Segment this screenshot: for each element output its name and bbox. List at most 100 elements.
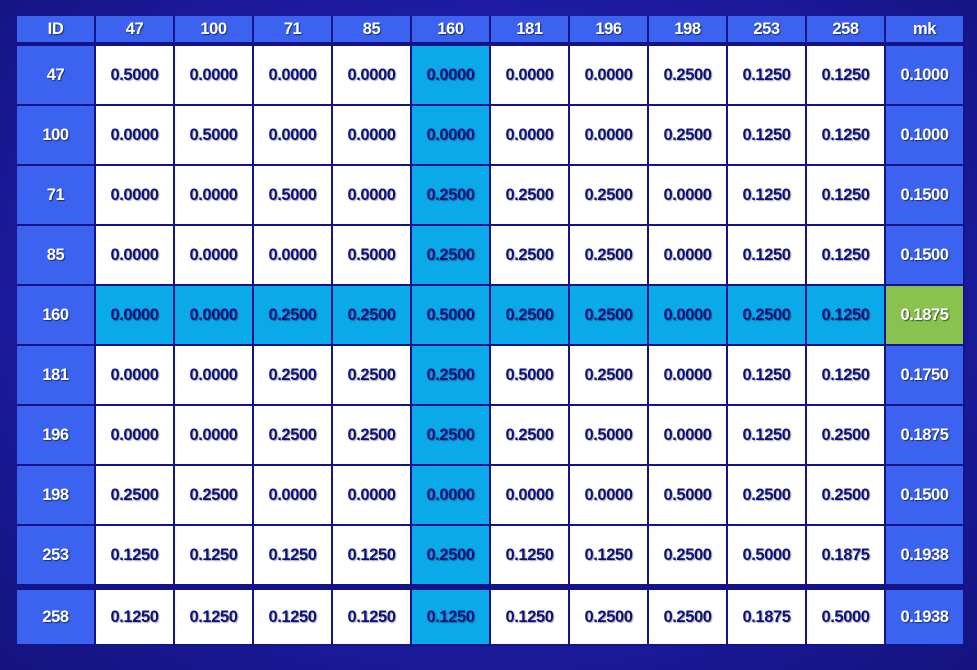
table-cell: 0.2500 — [254, 286, 333, 346]
table-cell: 0.2500 — [412, 226, 491, 286]
table-cell: 0.2500 — [412, 166, 491, 226]
table-cell: 0.0000 — [333, 46, 412, 106]
table-cell: 0.1250 — [807, 46, 886, 106]
table-cell: 0.0000 — [96, 346, 175, 406]
table-cell: 0.5000 — [649, 466, 728, 526]
table-cell: 0.1250 — [728, 226, 807, 286]
row-header: 47 — [17, 46, 96, 106]
row-header: 253 — [17, 526, 96, 586]
column-header: 196 — [570, 16, 649, 46]
table-cell: 0.0000 — [96, 406, 175, 466]
table-cell: 0.2500 — [491, 226, 570, 286]
table-cell: 0.1875 — [807, 526, 886, 586]
table-cell: 0.0000 — [175, 226, 254, 286]
table-cell: 0.2500 — [491, 406, 570, 466]
table-cell: 0.1250 — [807, 346, 886, 406]
table-cell: 0.0000 — [175, 166, 254, 226]
table-cell: 0.1250 — [96, 586, 175, 646]
table-cell: 0.2500 — [412, 346, 491, 406]
table-cell: 0.2500 — [570, 226, 649, 286]
table-cell: 0.1250 — [254, 586, 333, 646]
table-cell: 0.0000 — [175, 346, 254, 406]
table-cell: 0.1250 — [491, 526, 570, 586]
table-cell: 0.5000 — [96, 46, 175, 106]
table-cell: 0.2500 — [570, 286, 649, 346]
table-cell: 0.2500 — [96, 466, 175, 526]
mk-value-cell: 0.1500 — [886, 226, 965, 286]
column-header: 181 — [491, 16, 570, 46]
table-cell: 0.0000 — [96, 106, 175, 166]
table-cell: 0.0000 — [412, 46, 491, 106]
table-cell: 0.2500 — [649, 106, 728, 166]
mk-value-cell: 0.1000 — [886, 46, 965, 106]
table-cell: 0.1250 — [175, 586, 254, 646]
table-cell: 0.0000 — [570, 106, 649, 166]
mk-value-cell: 0.1875 — [886, 406, 965, 466]
table-cell: 0.2500 — [491, 286, 570, 346]
row-header: 85 — [17, 226, 96, 286]
row-header: 198 — [17, 466, 96, 526]
table-cell: 0.0000 — [175, 406, 254, 466]
table-cell: 0.1250 — [807, 166, 886, 226]
mk-value-cell: 0.1750 — [886, 346, 965, 406]
row-header: 100 — [17, 106, 96, 166]
column-header: mk — [886, 16, 965, 46]
table-cell: 0.2500 — [333, 346, 412, 406]
table-cell: 0.0000 — [333, 166, 412, 226]
column-header: ID — [17, 16, 96, 46]
table-cell: 0.1250 — [333, 526, 412, 586]
table-cell: 0.0000 — [570, 46, 649, 106]
table-cell: 0.0000 — [96, 286, 175, 346]
table-cell: 0.2500 — [570, 586, 649, 646]
table-cell: 0.2500 — [254, 346, 333, 406]
table-cell: 0.2500 — [333, 286, 412, 346]
table-cell: 0.0000 — [412, 106, 491, 166]
table-cell: 0.0000 — [649, 166, 728, 226]
table-cell: 0.2500 — [412, 406, 491, 466]
table-cell: 0.2500 — [649, 46, 728, 106]
table-cell: 0.1250 — [175, 526, 254, 586]
table-cell: 0.5000 — [728, 526, 807, 586]
table-cell: 0.0000 — [254, 226, 333, 286]
table-cell: 0.5000 — [491, 346, 570, 406]
row-header: 258 — [17, 586, 96, 646]
column-header: 71 — [254, 16, 333, 46]
table-cell: 0.5000 — [175, 106, 254, 166]
table-cell: 0.0000 — [96, 166, 175, 226]
table-cell: 0.2500 — [728, 466, 807, 526]
mk-value-cell: 0.1500 — [886, 166, 965, 226]
table-cell: 0.1875 — [728, 586, 807, 646]
table-cell: 0.2500 — [807, 406, 886, 466]
table-cell: 0.0000 — [96, 226, 175, 286]
table-cell: 0.0000 — [649, 346, 728, 406]
table-cell: 0.0000 — [254, 106, 333, 166]
table-cell: 0.2500 — [254, 406, 333, 466]
table-cell: 0.1250 — [728, 166, 807, 226]
table-cell: 0.1250 — [728, 346, 807, 406]
table-cell: 0.1250 — [807, 286, 886, 346]
table-cell: 0.0000 — [491, 466, 570, 526]
mk-value-cell: 0.1875 — [886, 286, 965, 346]
table-cell: 0.1250 — [333, 586, 412, 646]
table-cell: 0.0000 — [491, 106, 570, 166]
table-cell: 0.0000 — [412, 466, 491, 526]
mk-value-cell: 0.1938 — [886, 526, 965, 586]
table-cell: 0.0000 — [254, 46, 333, 106]
table-cell: 0.5000 — [333, 226, 412, 286]
table-cell: 0.1250 — [570, 526, 649, 586]
column-header: 198 — [649, 16, 728, 46]
column-header: 47 — [96, 16, 175, 46]
column-header: 85 — [333, 16, 412, 46]
table-cell: 0.2500 — [728, 286, 807, 346]
mk-value-cell: 0.1500 — [886, 466, 965, 526]
table-cell: 0.2500 — [491, 166, 570, 226]
row-header: 181 — [17, 346, 96, 406]
table-cell: 0.0000 — [333, 466, 412, 526]
table-cell: 0.1250 — [807, 226, 886, 286]
table-cell: 0.2500 — [333, 406, 412, 466]
table-cell: 0.0000 — [649, 406, 728, 466]
table-cell: 0.1250 — [728, 46, 807, 106]
table-cell: 0.2500 — [649, 526, 728, 586]
column-header: 258 — [807, 16, 886, 46]
table-cell: 0.5000 — [254, 166, 333, 226]
